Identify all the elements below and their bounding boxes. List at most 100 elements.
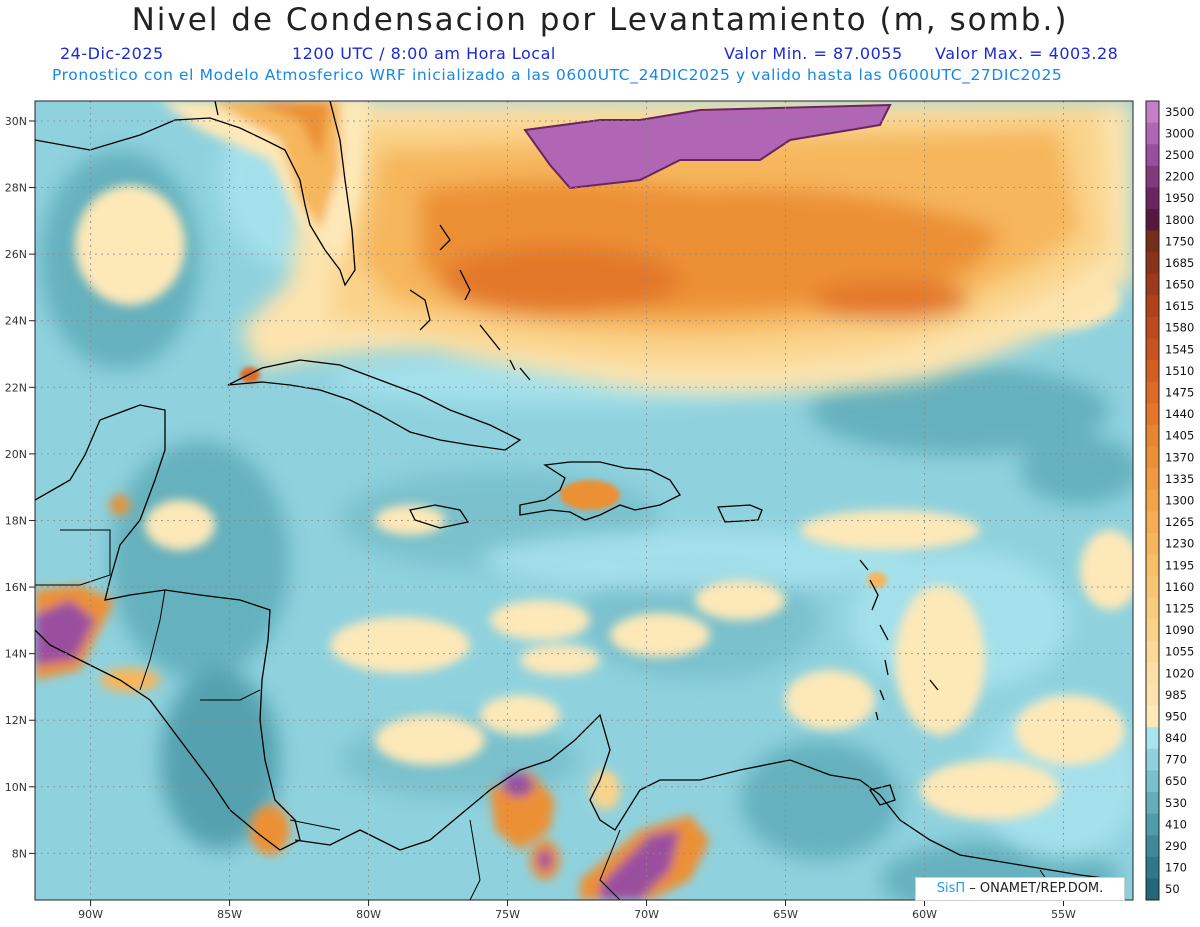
axis-labels: 90W 85W 80W 75W 70W 65W 60W 55W 30N 28N 26N 24N 22N 2… [5, 115, 1076, 921]
colorbar-label: 1800 [1165, 213, 1194, 227]
colorbar-label: 1615 [1165, 299, 1194, 313]
colorbar-segment [1146, 770, 1159, 793]
colorbar-segment [1146, 576, 1159, 599]
colorbar-label: 1950 [1165, 191, 1194, 205]
credit-box: SisΠ – ONAMET/REP.DOM. [915, 877, 1125, 901]
colorbar-label: 1195 [1165, 558, 1194, 572]
colorbar-label: 410 [1165, 817, 1187, 831]
colorbar-segment [1146, 468, 1159, 491]
colorbar-label: 1405 [1165, 429, 1194, 443]
colorbar-label: 1545 [1165, 342, 1194, 356]
lon-label: 55W [1051, 908, 1076, 921]
forecast-time: 1200 UTC / 8:00 am Hora Local [292, 44, 556, 63]
colorbar-label: 530 [1165, 796, 1187, 810]
colorbar-segment [1146, 511, 1159, 534]
colorbar-label: 1685 [1165, 256, 1194, 270]
colorbar-segment [1146, 230, 1159, 253]
lat-label: 10N [5, 781, 27, 794]
colorbar-label: 1160 [1165, 580, 1194, 594]
lat-label: 8N [12, 847, 27, 860]
lat-label: 22N [5, 381, 27, 394]
colorbar-label: 950 [1165, 709, 1187, 723]
colorbar-segment [1146, 684, 1159, 707]
colorbar-label: 290 [1165, 839, 1187, 853]
forecast-note: Pronostico con el Modelo Atmosferico WRF… [52, 66, 1063, 84]
colorbar-label: 2500 [1165, 148, 1194, 162]
colorbar-segment [1146, 597, 1159, 620]
colorbar-label: 650 [1165, 774, 1187, 788]
colorbar-label: 1580 [1165, 321, 1194, 335]
colorbar-label: 1650 [1165, 278, 1194, 292]
colorbar-label: 840 [1165, 731, 1187, 745]
colorbar: 3500 3000 2500 2200 1950 1800 1750 1685 1650 1615… [1145, 100, 1194, 901]
lat-label: 18N [5, 514, 27, 527]
forecast-date: 24-Dic-2025 [60, 44, 164, 63]
lat-label: 30N [5, 115, 27, 128]
colorbar-label: 1265 [1165, 515, 1194, 529]
colorbar-segment [1146, 338, 1159, 361]
colorbar-label: 1020 [1165, 666, 1194, 680]
colorbar-segment [1146, 489, 1159, 512]
colorbar-label: 770 [1165, 753, 1187, 767]
lat-label: 28N [5, 182, 27, 195]
colorbar-label: 1055 [1165, 645, 1194, 659]
colorbar-segment [1146, 662, 1159, 685]
lat-label: 12N [5, 714, 27, 727]
max-value: Valor Max. = 4003.28 [935, 44, 1119, 63]
graticule [35, 101, 1133, 900]
colorbar-segment [1146, 446, 1159, 469]
colorbar-segment [1146, 360, 1159, 383]
colorbar-label: 1510 [1165, 364, 1194, 378]
colorbar-segment [1146, 424, 1159, 448]
colorbar-segment [1146, 792, 1159, 815]
colorbar-label: 3000 [1165, 126, 1194, 140]
lon-label: 90W [78, 908, 103, 921]
colorbar-label: 1300 [1165, 494, 1194, 508]
coastlines [35, 101, 1121, 900]
colorbar-segment [1146, 554, 1159, 577]
lat-label: 24N [5, 315, 27, 328]
colorbar-segment [1146, 403, 1159, 426]
colorbar-segment [1146, 813, 1159, 836]
axis-ticks [29, 120, 1065, 906]
credit-brand: SisΠ [936, 881, 966, 896]
colorbar-label: 985 [1165, 688, 1187, 702]
colorbar-segment [1146, 532, 1159, 555]
colorbar-segment [1146, 619, 1159, 642]
colorbar-label: 170 [1165, 861, 1187, 875]
lon-label: 85W [217, 908, 242, 921]
colorbar-segment [1146, 252, 1159, 275]
field-shading [35, 101, 1133, 900]
colorbar-segment [1146, 316, 1159, 340]
lon-label: 75W [495, 908, 520, 921]
colorbar-label: 1090 [1165, 623, 1194, 637]
colorbar-segment [1146, 640, 1159, 663]
lon-label: 65W [773, 908, 798, 921]
colorbar-segment [1146, 748, 1159, 771]
colorbar-label: 1475 [1165, 386, 1194, 400]
lat-label: 14N [5, 648, 27, 661]
map-title: Nivel de Condensacion por Levantamiento … [131, 2, 1069, 38]
colorbar-segment [1146, 187, 1159, 210]
colorbar-segment [1146, 144, 1159, 167]
lat-label: 16N [5, 581, 27, 594]
colorbar-label: 1230 [1165, 537, 1194, 551]
colorbar-segment [1146, 878, 1159, 901]
colorbar-segment [1146, 165, 1159, 188]
colorbar-label: 3500 [1165, 105, 1194, 119]
lon-label: 80W [356, 908, 381, 921]
colorbar-label: 2200 [1165, 170, 1194, 184]
colorbar-segment [1146, 856, 1159, 879]
map-frame [34, 100, 1134, 901]
colorbar-label: 1370 [1165, 450, 1194, 464]
colorbar-segment [1146, 835, 1159, 858]
colorbar-segment [1146, 727, 1159, 750]
min-value: Valor Min. = 87.0055 [724, 44, 903, 63]
lon-label: 60W [912, 908, 937, 921]
lat-label: 26N [5, 248, 27, 261]
colorbar-segment [1146, 295, 1159, 318]
credit-text: – ONAMET/REP.DOM. [969, 881, 1104, 896]
lat-label: 20N [5, 448, 27, 461]
colorbar-segment [1146, 208, 1159, 232]
